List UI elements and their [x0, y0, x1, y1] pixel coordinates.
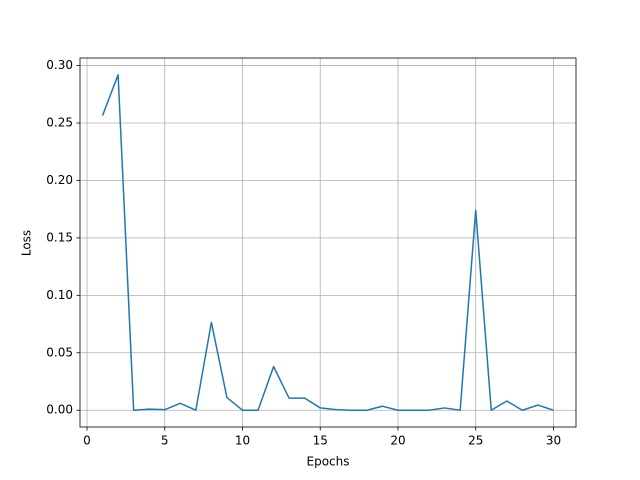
plot-frame — [79, 57, 577, 428]
y-tick-label: 0.30 — [46, 58, 73, 72]
x-tick-label: 30 — [546, 434, 561, 448]
data-line — [101, 74, 554, 411]
x-tick-label: 15 — [313, 434, 328, 448]
x-tick-label: 0 — [83, 434, 91, 448]
y-tick-label: 0.00 — [46, 403, 73, 417]
y-tick-label: 0.15 — [46, 230, 73, 244]
y-tick-label: 0.10 — [46, 288, 73, 302]
x-tick-label: 25 — [468, 434, 483, 448]
x-tick-label: 5 — [161, 434, 169, 448]
x-tick-label: 10 — [235, 434, 250, 448]
y-axis-label: Loss — [20, 230, 34, 256]
x-axis-label: Epochs — [307, 455, 350, 469]
x-tick-label: 20 — [390, 434, 405, 448]
y-tick-label: 0.20 — [46, 173, 73, 187]
y-tick-label: 0.25 — [46, 116, 73, 130]
y-tick-label: 0.05 — [46, 345, 73, 359]
